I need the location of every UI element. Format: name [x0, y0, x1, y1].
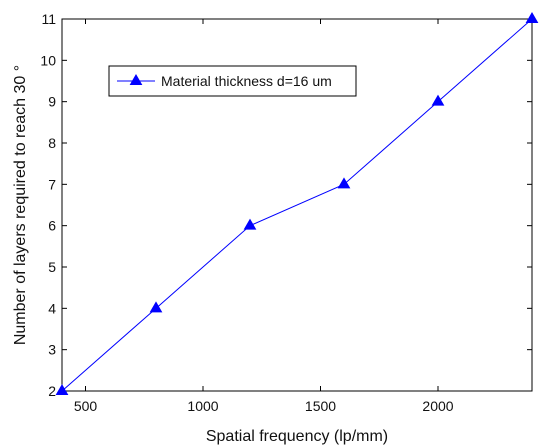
data-point-marker — [525, 12, 539, 23]
x-axis-ticks: 500 1000 1500 2000 — [74, 19, 454, 414]
data-point-marker — [55, 384, 69, 395]
y-tick-label: 10 — [40, 52, 56, 68]
x-axis-title: Spatial frequency (lp/mm) — [206, 428, 388, 445]
y-tick-label: 4 — [48, 300, 56, 316]
y-axis-title: Number of layers required to reach 30 ° — [12, 65, 29, 345]
series-layer — [55, 12, 539, 395]
x-tick-label: 2000 — [422, 398, 453, 414]
legend: Material thickness d=16 um — [108, 65, 357, 97]
y-tick-label: 8 — [48, 135, 56, 151]
x-tick-label: 1000 — [187, 398, 218, 414]
y-tick-label: 3 — [48, 342, 56, 358]
y-tick-label: 5 — [48, 259, 56, 275]
y-tick-label: 7 — [48, 176, 56, 192]
y-tick-label: 6 — [48, 218, 56, 234]
x-tick-label: 500 — [74, 398, 98, 414]
y-axis-ticks: 2 3 4 5 6 7 8 9 10 11 — [40, 11, 532, 399]
y-tick-label: 11 — [41, 11, 56, 27]
legend-label: Material thickness d=16 um — [161, 73, 332, 89]
data-point-marker — [149, 301, 163, 313]
legend-marker-triangle — [129, 74, 143, 85]
y-tick-label: 2 — [48, 383, 56, 399]
series-line — [61, 18, 533, 392]
data-point-marker — [243, 218, 257, 230]
y-tick-label: 9 — [48, 94, 56, 110]
x-tick-label: 1500 — [305, 398, 336, 414]
data-point-marker — [431, 94, 445, 106]
data-point-marker — [337, 177, 351, 189]
